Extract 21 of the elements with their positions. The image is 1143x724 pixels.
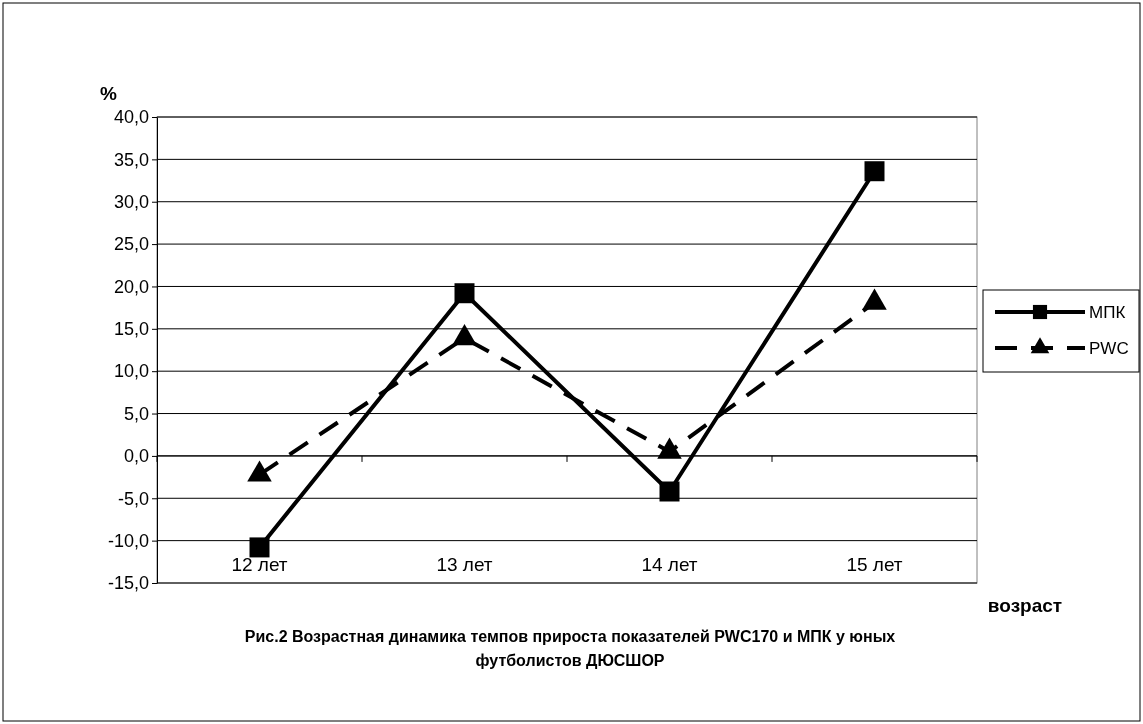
y-tick-label: 20,0 [113,276,149,297]
y-tick-label: -15,0 [107,573,149,594]
x-tick-label: 12 лет [231,554,288,575]
x-tick-label: 15 лет [846,554,903,575]
y-tick-label: 35,0 [113,149,149,170]
text: МПК [1089,303,1126,322]
y-tick-label: 15,0 [113,319,149,340]
y-axis-title: % [100,83,117,104]
legend-label: PWC [1089,339,1129,358]
y-tick-label: -10,0 [107,530,149,551]
y-tick-label: 10,0 [113,361,149,382]
x-axis-title: возраст [987,595,1063,616]
x-tick-label: 13 лет [436,554,493,575]
x-tick-label: 14 лет [641,554,698,575]
y-tick-label: 30,0 [113,191,149,212]
text: Рис.2 Возрастная динамика темпов прироста показателей PWC170 и МПК у юных футболистов ДЮСШОР [244,628,896,669]
y-tick-label: -5,0 [117,488,149,509]
y-tick-label: 25,0 [113,234,149,255]
y-tick-label: 40,0 [113,107,149,128]
y-tick-label: 0,0 [123,446,149,467]
y-tick-label: 5,0 [123,403,149,424]
